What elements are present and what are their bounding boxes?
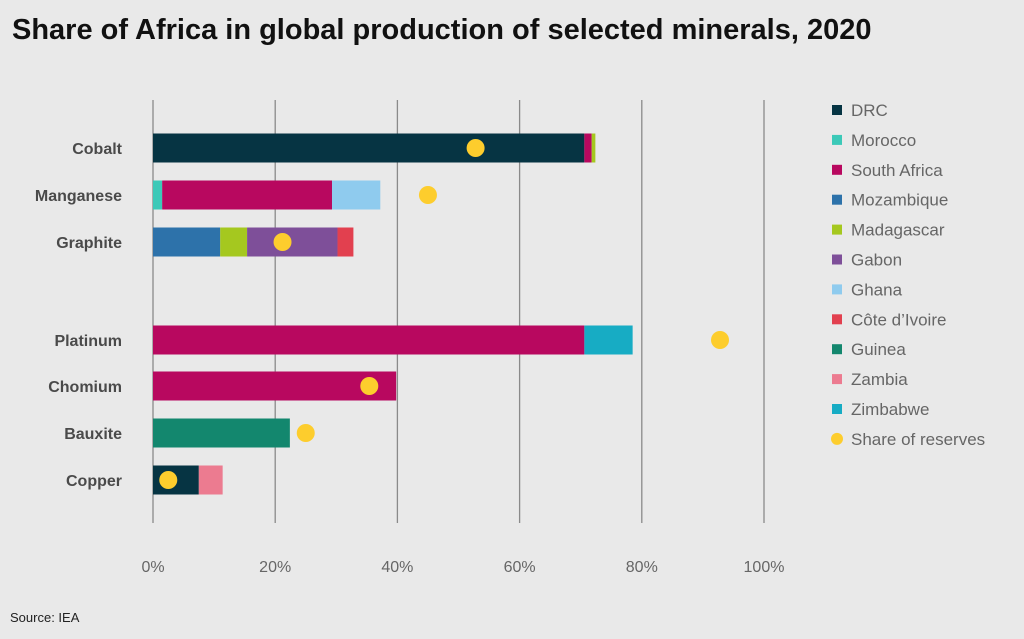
legend-swatch-ghana <box>832 284 842 295</box>
reserve-dot-manganese <box>418 186 437 204</box>
bar-graphite-c-te-d-ivoire <box>337 227 354 257</box>
category-labels: Cobalt Manganese Graphite Platinum Chomium Ba… <box>35 141 123 490</box>
reserve-dot-copper <box>159 471 178 489</box>
bar-copper-zambia <box>198 465 223 495</box>
category-label-graphite: Graphite <box>56 235 122 252</box>
x-tick-label: 40% <box>381 559 413 576</box>
source-note: Source: IEA <box>10 610 80 625</box>
bar-manganese-ghana <box>332 180 381 210</box>
legend-label-gabon: Gabon <box>851 251 902 270</box>
category-label-platinum: Platinum <box>54 333 122 350</box>
bar-bauxite-guinea <box>153 418 290 448</box>
x-tick-label: 60% <box>504 559 536 576</box>
x-tick-label: 100% <box>744 559 785 576</box>
bar-cobalt-drc <box>153 133 585 163</box>
category-label-bauxite: Bauxite <box>64 426 122 443</box>
category-label-manganese: Manganese <box>35 188 122 205</box>
gridlines <box>152 100 765 523</box>
reserve-markers <box>159 139 730 489</box>
reserve-dot-chomium <box>360 377 379 395</box>
legend-label-madagascar: Madagascar <box>851 221 945 240</box>
legend-swatch-zambia <box>832 374 842 385</box>
x-axis-ticks: 0% 20% 40% 60% 80% 100% <box>141 559 784 576</box>
legend-label-ghana: Ghana <box>851 280 903 299</box>
legend-swatch-mozambique <box>832 194 842 205</box>
legend-label-mozambique: Mozambique <box>851 191 948 210</box>
bar-cobalt-madagascar <box>591 133 596 163</box>
x-tick-label: 0% <box>141 559 164 576</box>
legend-label-share-of-reserves: Share of reserves <box>851 430 985 449</box>
bars <box>153 133 633 495</box>
legend-swatch-south-africa <box>832 164 842 175</box>
category-label-chomium: Chomium <box>48 379 122 396</box>
legend-swatch-gabon <box>832 254 842 265</box>
chart-title: Share of Africa in global production of … <box>12 14 872 46</box>
reserve-dot-graphite <box>273 233 292 251</box>
legend-swatch-drc <box>832 105 842 115</box>
bar-graphite-madagascar <box>220 227 248 257</box>
legend-label-c-te-d-ivoire: Côte d’Ivoire <box>851 310 946 329</box>
x-tick-label: 80% <box>626 559 658 576</box>
bar-manganese-south-africa <box>162 180 333 210</box>
legend-label-zambia: Zambia <box>851 370 908 389</box>
legend-swatch-zimbabwe <box>832 404 842 414</box>
legend: DRC Morocco South Africa Mozambique Madagasc… <box>831 101 985 449</box>
legend-label-drc: DRC <box>851 101 888 120</box>
legend-swatch-morocco <box>832 134 842 145</box>
legend-label-guinea: Guinea <box>851 340 906 359</box>
category-label-copper: Copper <box>66 473 122 490</box>
legend-swatch-madagascar <box>832 224 842 235</box>
legend-label-south-africa: South Africa <box>851 161 943 180</box>
category-label-cobalt: Cobalt <box>72 141 122 158</box>
reserve-dot-platinum <box>711 331 730 349</box>
bar-platinum-south-africa <box>153 325 585 355</box>
legend-swatch-c-te-d-ivoire <box>832 314 842 325</box>
reserve-dot-cobalt <box>466 139 485 157</box>
bar-cobalt-south-africa <box>584 133 592 163</box>
bar-manganese-morocco <box>153 180 163 210</box>
reserve-dot-bauxite <box>296 424 315 442</box>
legend-swatch-guinea <box>832 344 842 355</box>
bar-graphite-mozambique <box>153 227 221 257</box>
bar-chomium-south-africa <box>153 371 397 401</box>
legend-marker-share-of-reserves <box>831 432 843 445</box>
legend-label-zimbabwe: Zimbabwe <box>851 400 929 419</box>
bar-platinum-zimbabwe <box>584 325 633 355</box>
legend-label-morocco: Morocco <box>851 131 916 150</box>
x-tick-label: 20% <box>259 559 291 576</box>
bar-graphite-gabon <box>247 227 338 257</box>
